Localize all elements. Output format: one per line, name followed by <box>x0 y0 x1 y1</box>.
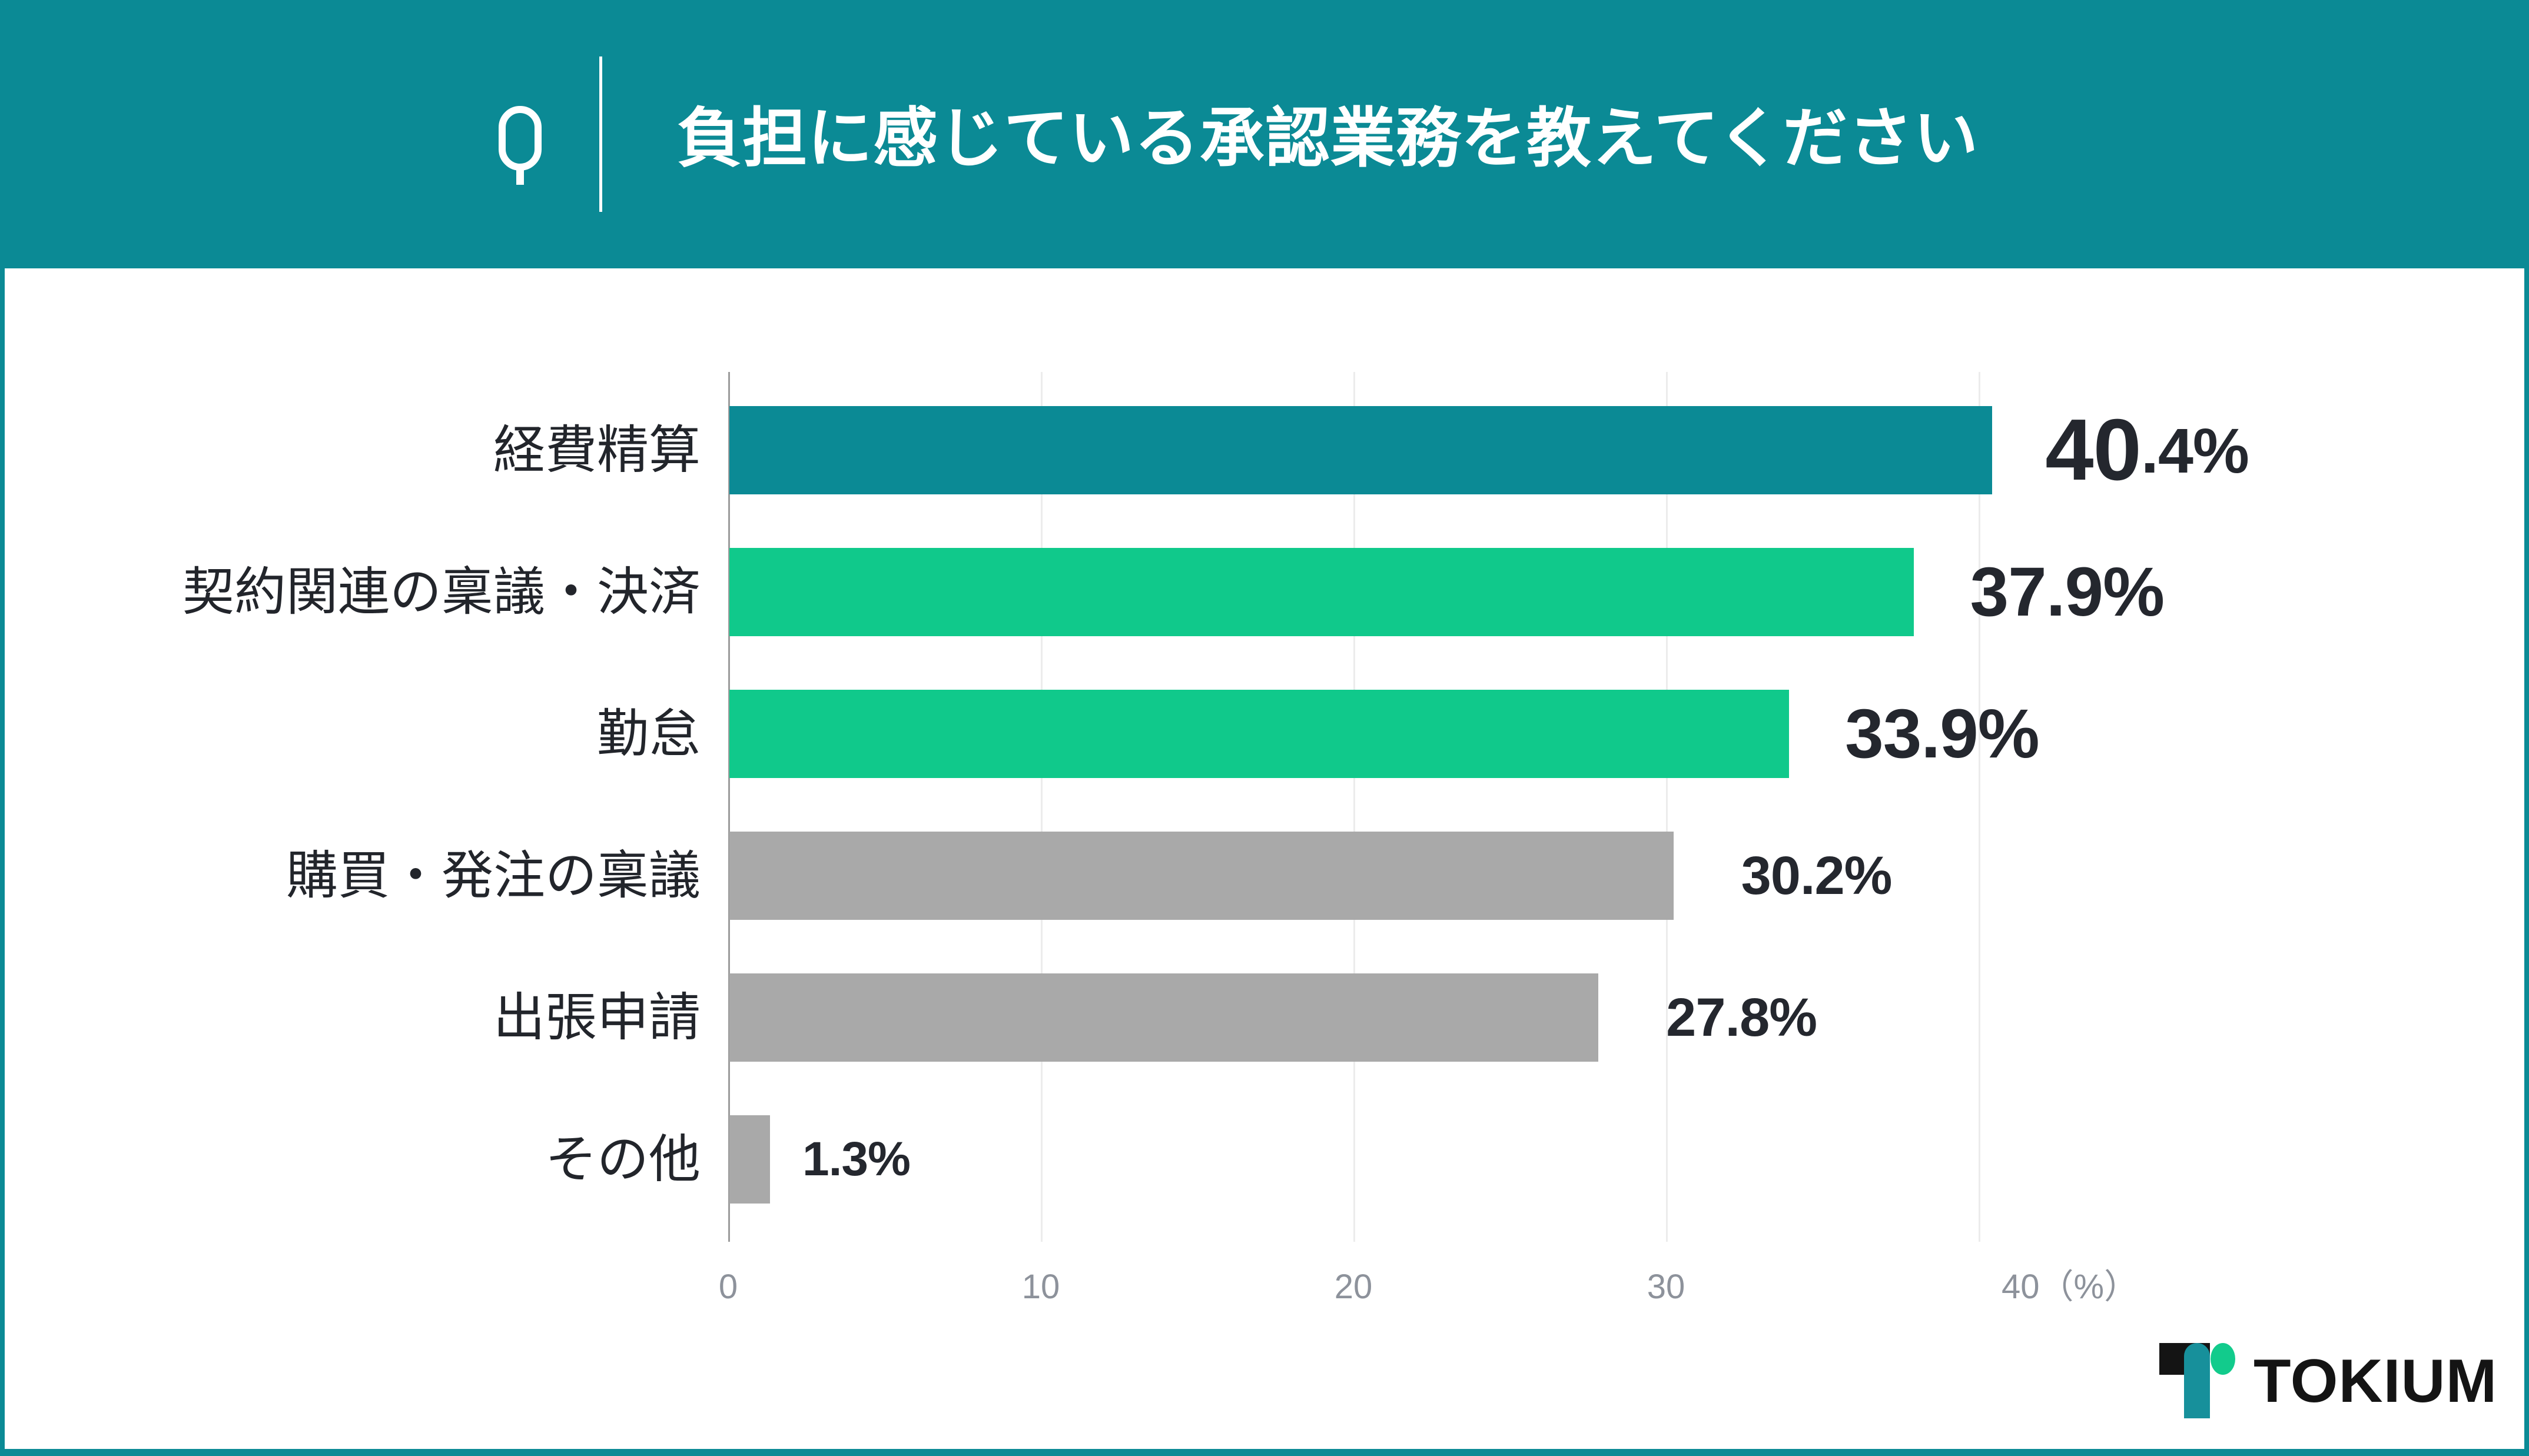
question-header: 負担に感じている承認業務を教えてください <box>0 0 2529 268</box>
category-label: 経費精算 <box>493 421 701 479</box>
value-frac: .4% <box>2140 414 2249 486</box>
x-tick-label: 40（%） <box>2002 1268 2139 1306</box>
value-label: 1.3% <box>802 1132 911 1186</box>
page-title: 負担に感じている承認業務を教えてください <box>677 102 1979 175</box>
category-label: その他 <box>545 1130 701 1188</box>
bar <box>729 406 1993 494</box>
gridline-40 <box>1979 372 1980 1242</box>
category-label: 勤怠 <box>596 704 701 763</box>
x-tick-label: 0 <box>718 1268 738 1306</box>
bar <box>729 832 1674 920</box>
tokium-logo-teal-stem <box>2184 1343 2210 1418</box>
value-int: 40 <box>2045 401 2142 498</box>
category-label: 購買・発注の稟議 <box>286 846 701 905</box>
tokium-logo: TOKIUM <box>2155 1327 2498 1421</box>
q-icon <box>499 106 542 187</box>
gridline-10 <box>1041 372 1043 1242</box>
gridline-30 <box>1666 372 1668 1242</box>
x-tick-label: 10 <box>1021 1268 1060 1306</box>
value-label: 33.9% <box>1845 695 2040 773</box>
bar <box>729 548 1914 636</box>
value-label: 30.2% <box>1741 845 1893 906</box>
bar <box>729 690 1790 778</box>
tokium-logo-green-dot <box>2211 1343 2235 1375</box>
x-tick-label: 30 <box>1647 1268 1685 1306</box>
axis-line <box>728 372 730 1242</box>
category-label: 出張申請 <box>493 988 701 1046</box>
x-tick-label: 20 <box>1334 1268 1373 1306</box>
value-label: 27.8% <box>1666 987 1817 1048</box>
q-icon-tail <box>516 167 524 185</box>
bar <box>729 1115 771 1204</box>
value-label: 40.4% <box>2045 401 2249 498</box>
header-divider <box>599 56 602 212</box>
bar <box>729 973 1599 1062</box>
gridline-20 <box>1353 372 1355 1242</box>
category-label: 契約関連の稟議・決済 <box>182 563 701 621</box>
tokium-logo-wordmark: TOKIUM <box>2253 1347 2498 1415</box>
value-label: 37.9% <box>1970 553 2165 631</box>
